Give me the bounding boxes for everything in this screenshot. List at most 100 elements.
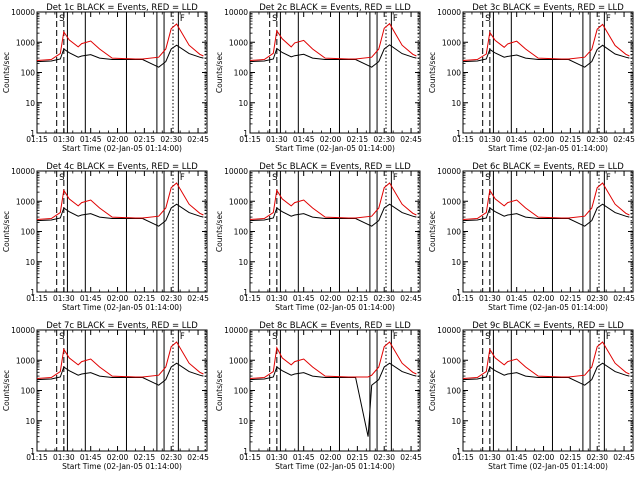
chart-panel-9: Det 9c BLACK = Events, RED = LLD 1 10 100 10…	[428, 321, 635, 471]
x-tick-label: 01:45	[506, 135, 528, 144]
events-series-line	[37, 44, 204, 68]
x-tick-label: 02:00	[320, 453, 342, 462]
x-tick-label: 02:30	[373, 294, 395, 303]
chart-panel-7: Det 7c BLACK = Events, RED = LLD 1 10 100 10…	[2, 321, 209, 471]
y-tick-label: 100	[234, 228, 249, 237]
x-tick-label: 01:30	[53, 294, 75, 303]
x-tick-label: 01:45	[80, 453, 102, 462]
y-axis-label: Counts/sec	[2, 370, 11, 411]
x-tick-label: 02:00	[107, 135, 129, 144]
x-tick-label: 02:00	[320, 135, 342, 144]
x-tick-label: 01:30	[479, 135, 501, 144]
lld-series-line	[37, 341, 204, 379]
x-tick-label: 02:15	[347, 453, 369, 462]
x-axis-label: Start Time (02-Jan-05 01:14:00)	[488, 144, 608, 153]
annotation-label: F	[393, 173, 398, 183]
x-tick-label: 02:30	[586, 453, 608, 462]
annotation-label: S	[59, 14, 64, 24]
x-axis-label: Start Time (02-Jan-05 01:14:00)	[488, 303, 608, 312]
x-tick-label: 01:15	[26, 453, 48, 462]
x-tick-label: 02:45	[613, 135, 635, 144]
x-tick-label: 01:30	[266, 135, 288, 144]
y-tick-label: 10000	[437, 167, 461, 176]
x-tick-label: 01:15	[239, 294, 261, 303]
lld-series-line	[250, 22, 417, 61]
x-tick-label: 01:30	[266, 453, 288, 462]
x-tick-label: 01:30	[479, 294, 501, 303]
x-tick-label: 01:45	[293, 294, 315, 303]
y-tick-label: 100	[234, 387, 249, 396]
x-axis-label: Start Time (02-Jan-05 01:14:00)	[275, 144, 395, 153]
x-axis-label: Start Time (02-Jan-05 01:14:00)	[62, 303, 182, 312]
x-tick-label: 02:00	[107, 453, 129, 462]
annotation-label: S	[59, 332, 64, 342]
y-tick-label: 100	[21, 69, 36, 78]
y-tick-label: 1	[456, 129, 461, 138]
chart-panel-6: Det 6c BLACK = Events, RED = LLD 1 10 100 10…	[428, 162, 635, 312]
y-tick-label: 10000	[224, 167, 248, 176]
plot-frame	[249, 11, 421, 134]
y-tick-label: 10	[25, 99, 35, 108]
x-tick-label: 02:45	[613, 453, 635, 462]
y-tick-label: 1	[30, 447, 35, 456]
x-tick-label: 01:30	[53, 135, 75, 144]
x-tick-label: 01:45	[80, 294, 102, 303]
x-tick-label: 02:00	[320, 294, 342, 303]
y-axis-label: Counts/sec	[215, 52, 224, 93]
y-tick-label: 100	[234, 69, 249, 78]
x-tick-label: 02:45	[400, 294, 422, 303]
y-tick-label: 10	[25, 258, 35, 267]
y-tick-label: 1000	[442, 356, 461, 365]
x-tick-label: 02:15	[134, 453, 156, 462]
chart-title: Det 3c BLACK = Events, RED = LLD	[472, 3, 624, 13]
plot-frame	[462, 329, 634, 452]
y-tick-label: 1	[30, 129, 35, 138]
y-tick-label: 100	[21, 228, 36, 237]
lld-series-line	[463, 341, 630, 379]
x-tick-label: 01:45	[506, 453, 528, 462]
x-tick-label: 02:30	[160, 453, 182, 462]
x-tick-label: 02:45	[613, 294, 635, 303]
x-tick-label: 02:30	[160, 294, 182, 303]
y-tick-label: 100	[447, 69, 462, 78]
y-tick-label: 10000	[437, 326, 461, 335]
annotation-label: F	[393, 14, 398, 24]
y-axis-label: Counts/sec	[215, 211, 224, 252]
plot-frame	[462, 170, 634, 293]
chart-title: Det 2c BLACK = Events, RED = LLD	[259, 3, 411, 13]
x-tick-label: 01:15	[239, 453, 261, 462]
y-tick-label: 10000	[224, 326, 248, 335]
chart-title: Det 8c BLACK = Events, RED = LLD	[259, 321, 411, 331]
events-series-line	[250, 44, 417, 68]
x-tick-label: 02:30	[373, 453, 395, 462]
x-tick-label: 02:15	[560, 453, 582, 462]
x-axis-label: Start Time (02-Jan-05 01:14:00)	[275, 462, 395, 471]
x-axis-label: Start Time (02-Jan-05 01:14:00)	[62, 462, 182, 471]
lld-series-line	[463, 182, 630, 220]
plot-frame	[249, 170, 421, 293]
annotation-label: S	[485, 173, 490, 183]
x-tick-label: 02:30	[160, 135, 182, 144]
events-series-line	[463, 362, 630, 386]
y-axis-label: Counts/sec	[428, 370, 437, 411]
x-tick-label: 02:30	[586, 135, 608, 144]
chart-title: Det 5c BLACK = Events, RED = LLD	[259, 162, 411, 172]
y-tick-label: 10000	[11, 8, 35, 17]
x-tick-label: 02:15	[134, 135, 156, 144]
plot-frame	[462, 11, 634, 134]
y-axis-label: Counts/sec	[215, 370, 224, 411]
x-tick-label: 01:45	[293, 135, 315, 144]
x-tick-label: 02:45	[400, 453, 422, 462]
y-axis-label: Counts/sec	[2, 52, 11, 93]
x-tick-label: 01:15	[452, 135, 474, 144]
x-tick-label: 01:30	[53, 453, 75, 462]
y-tick-label: 100	[447, 387, 462, 396]
x-tick-label: 02:45	[187, 135, 209, 144]
x-tick-label: 01:15	[452, 294, 474, 303]
chart-title: Det 9c BLACK = Events, RED = LLD	[472, 321, 624, 331]
x-tick-label: 01:30	[266, 294, 288, 303]
y-tick-label: 1	[30, 288, 35, 297]
y-tick-label: 10	[451, 417, 461, 426]
events-series-line	[37, 203, 204, 227]
y-tick-label: 10000	[437, 8, 461, 17]
